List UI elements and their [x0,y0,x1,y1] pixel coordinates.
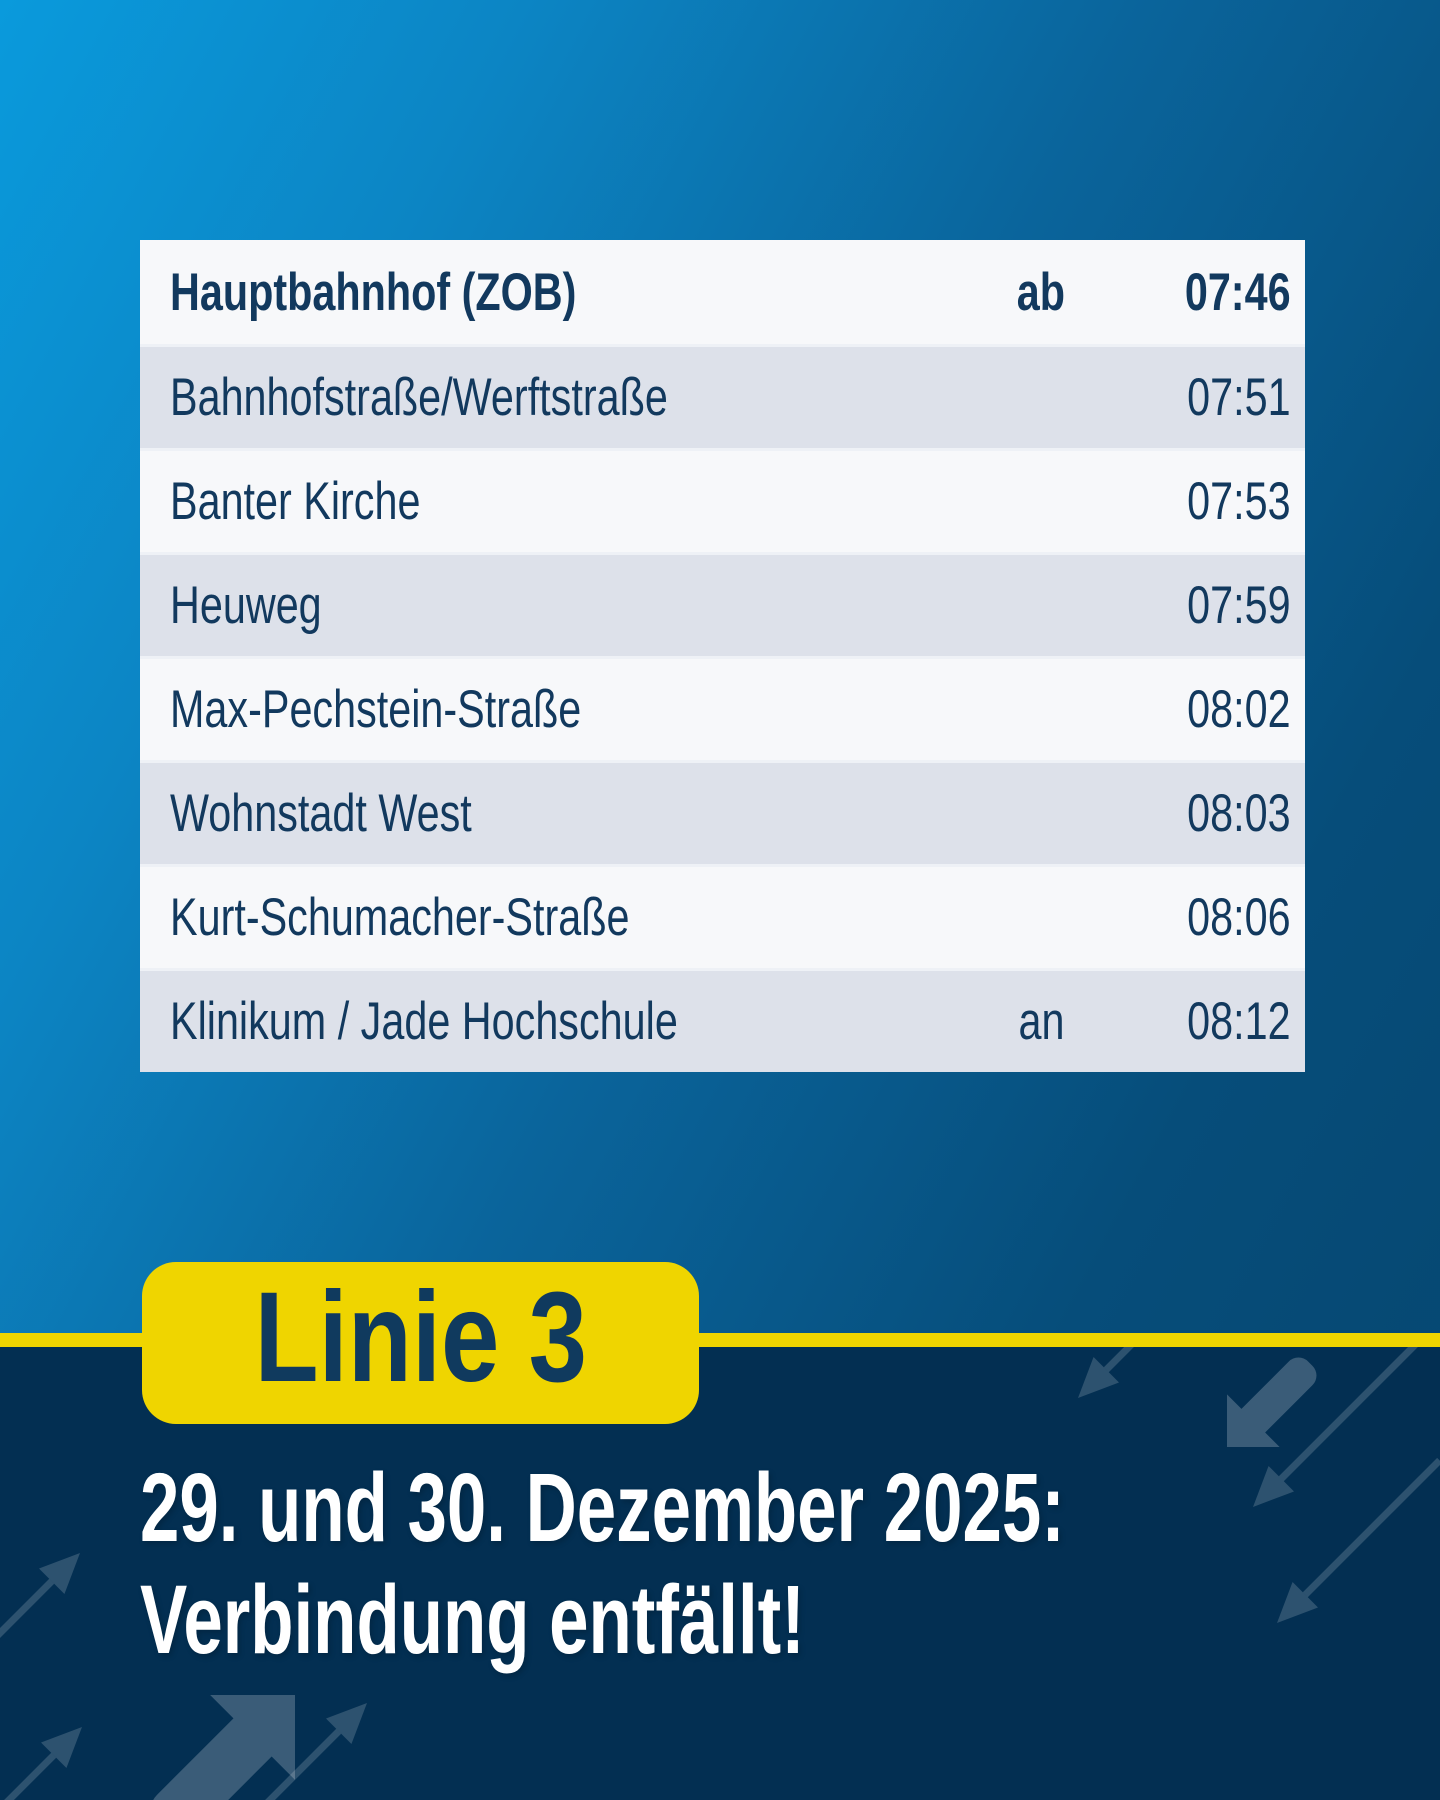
stop-time: 07:53 [1187,472,1291,531]
time-cell: 07:46 [1101,262,1291,323]
time-cell: 08:02 [1101,679,1291,740]
marker-cell: an [981,991,1101,1052]
arrow-up-right-icon [0,1727,82,1800]
time-cell: 07:53 [1101,471,1291,532]
line-badge: Linie 3 [142,1262,700,1424]
timetable-row: Heuweg 07:59 [140,552,1305,656]
stop-name: Banter Kirche [170,472,421,531]
time-cell: 07:51 [1101,367,1291,428]
marker-cell [981,679,1101,740]
marker-cell [981,575,1101,636]
stop-name: Hauptbahnhof (ZOB) [170,262,577,322]
stop-time: 07:51 [1187,368,1291,427]
arrow-down-left-icon [1078,1347,1194,1398]
stop-name-cell: Hauptbahnhof (ZOB) [170,262,981,323]
time-cell: 08:06 [1101,887,1291,948]
stop-time: 08:12 [1187,992,1291,1051]
notice-headline: 29. und 30. Dezember 2025: Verbindung en… [140,1452,1407,1676]
stop-time: 08:03 [1187,784,1291,843]
notice-line-2: Verbindung entfällt! [140,1565,805,1674]
marker-cell [981,783,1101,844]
decorative-arrows [0,1347,1440,1800]
timetable-row: Bahnhofstraße/Werftstraße 07:51 [140,344,1305,448]
stop-name-cell: Kurt-Schumacher-Straße [170,887,981,948]
timetable-row: Kurt-Schumacher-Straße 08:06 [140,864,1305,968]
departure-arrival-marker: ab [1016,262,1066,322]
arrow-down-left-icon [1253,1347,1440,1507]
departure-arrival-marker: an [1018,992,1064,1051]
marker-cell [981,887,1101,948]
stop-name-cell: Banter Kirche [170,471,981,532]
line-badge-label: Linie 3 [254,1265,587,1409]
arrow-up-right-icon [216,1703,367,1800]
stop-time: 07:46 [1185,262,1291,322]
stop-name-cell: Wohnstadt West [170,783,981,844]
timetable-row: Wohnstadt West 08:03 [140,760,1305,864]
timetable-row: Banter Kirche 07:53 [140,448,1305,552]
stop-name: Max-Pechstein-Straße [170,680,582,739]
arrow-up-right-icon [0,1553,80,1662]
time-cell: 07:59 [1101,575,1291,636]
stop-name-cell: Bahnhofstraße/Werftstraße [170,367,981,428]
stop-name: Wohnstadt West [170,784,472,843]
arrow-down-left-icon [1277,1457,1440,1623]
time-cell: 08:03 [1101,783,1291,844]
marker-cell [981,367,1101,428]
stop-name-cell: Max-Pechstein-Straße [170,679,981,740]
stop-name-cell: Heuweg [170,575,981,636]
stop-name-cell: Klinikum / Jade Hochschule [170,991,981,1052]
stop-time: 08:06 [1187,888,1291,947]
time-cell: 08:12 [1101,991,1291,1052]
stop-time: 07:59 [1187,576,1291,635]
timetable-row: Max-Pechstein-Straße 08:02 [140,656,1305,760]
stop-name: Kurt-Schumacher-Straße [170,888,630,947]
marker-cell [981,471,1101,532]
stop-time: 08:02 [1187,680,1291,739]
stop-name: Bahnhofstraße/Werftstraße [170,368,668,427]
timetable-row: Klinikum / Jade Hochschule an 08:12 [140,968,1305,1072]
marker-cell: ab [981,262,1101,323]
timetable: Hauptbahnhof (ZOB) ab 07:46 Bahnhofstraß… [140,240,1305,1072]
stop-name: Heuweg [170,576,322,635]
notice-line-1: 29. und 30. Dezember 2025: [140,1453,1065,1562]
timetable-row: Hauptbahnhof (ZOB) ab 07:46 [140,240,1305,344]
stop-name: Klinikum / Jade Hochschule [170,992,678,1051]
